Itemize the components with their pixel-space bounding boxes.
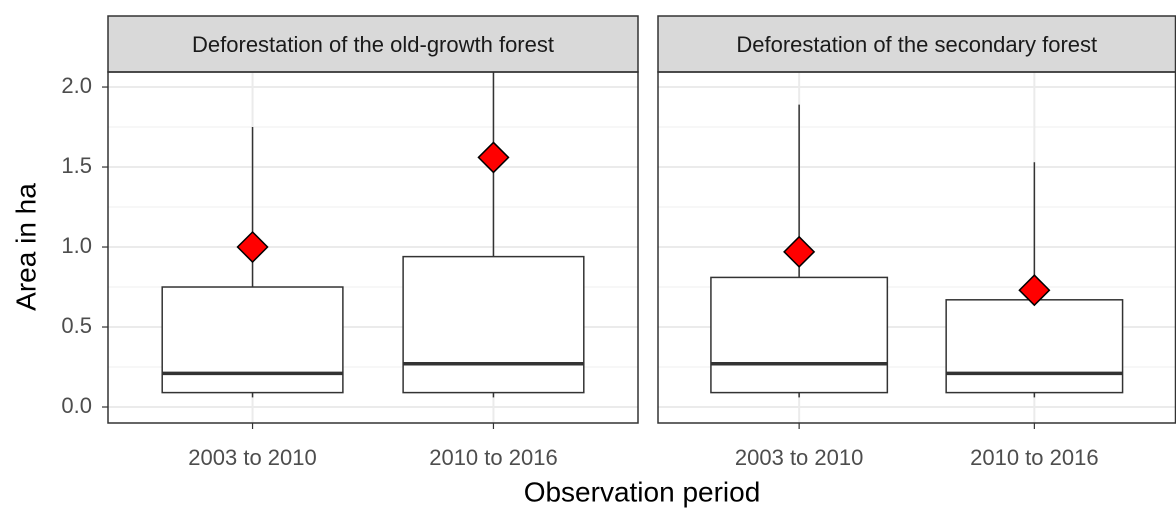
x-tick-label: 2003 to 2010 [735,445,863,470]
y-tick-label: 0.5 [61,313,92,338]
x-tick-label: 2010 to 2016 [429,445,557,470]
panel [108,72,638,423]
panel [658,72,1175,423]
box [161,286,344,394]
strip-title: Deforestation of the old-growth forest [192,32,554,57]
y-tick-label: 0.0 [61,393,92,418]
mean-marker [1018,274,1051,307]
x-tick-label: 2010 to 2016 [970,445,1098,470]
box [402,255,585,394]
panel-border [107,71,639,424]
y-tick-label: 1.0 [61,233,92,258]
y-tick-label: 1.5 [61,153,92,178]
box [710,276,889,394]
mean-marker [477,141,510,174]
strip-title: Deforestation of the secondary forest [736,32,1097,57]
x-axis-title: Observation period [524,476,761,507]
y-tick-label: 2.0 [61,73,92,98]
mean-marker [236,230,269,264]
y-axis-title: Area in ha [10,183,41,311]
mean-marker [783,235,816,268]
x-tick-label: 2003 to 2010 [188,445,316,470]
box [945,299,1124,394]
